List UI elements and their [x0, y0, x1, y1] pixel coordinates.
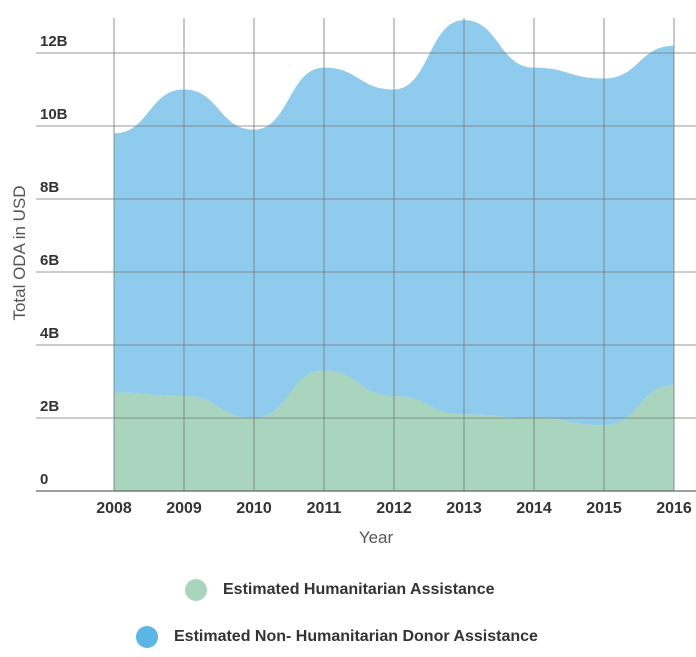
x-tick-label: 2008	[96, 500, 132, 517]
legend-marker-humanitarian	[185, 579, 207, 601]
legend-marker-non-humanitarian	[136, 626, 158, 648]
y-tick-label: 0	[40, 471, 48, 488]
y-tick-label: 10B	[40, 106, 68, 123]
legend-item-humanitarian[interactable]: Estimated Humanitarian Assistance	[185, 579, 495, 601]
grid-lines	[36, 18, 696, 492]
x-tick-label: 2011	[307, 500, 342, 517]
legend-item-non-humanitarian[interactable]: Estimated Non- Humanitarian Donor Assist…	[136, 626, 538, 648]
y-axis-label: Total ODA in USD	[10, 185, 29, 320]
x-tick-label: 2016	[656, 500, 692, 517]
area-chart: 0 2B 4B 6B 8B 10B 12B 2008 2009 2010 2011 2012 2013…	[10, 18, 696, 547]
y-tick-label: 4B	[40, 325, 59, 342]
y-tick-label: 6B	[40, 252, 59, 269]
y-tick-label: 2B	[40, 398, 59, 415]
x-axis-label: Year	[359, 528, 394, 547]
y-tick-label: 12B	[40, 33, 68, 50]
y-tick-label: 8B	[40, 179, 59, 196]
x-tick-labels: 2008 2009 2010 2011 2012 2013 2014 2015 2016	[96, 500, 692, 517]
legend-label-humanitarian: Estimated Humanitarian Assistance	[223, 581, 495, 598]
x-tick-label: 2010	[236, 500, 272, 517]
legend-label-non-humanitarian: Estimated Non- Humanitarian Donor Assist…	[174, 628, 538, 645]
x-tick-label: 2014	[516, 500, 552, 517]
x-tick-label: 2013	[446, 500, 482, 517]
x-tick-label: 2015	[586, 500, 622, 517]
x-tick-label: 2009	[166, 500, 202, 517]
y-tick-labels: 0 2B 4B 6B 8B 10B 12B	[40, 33, 68, 488]
x-tick-label: 2012	[376, 500, 412, 517]
